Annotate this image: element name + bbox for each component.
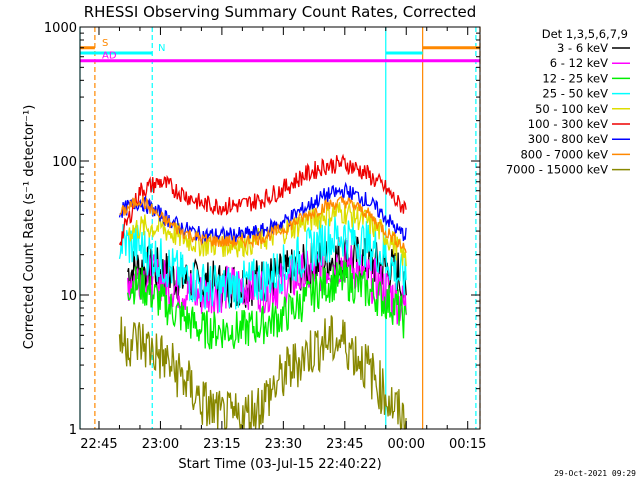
flag-label-AD: AD — [102, 51, 117, 62]
legend-label: 50 - 100 keV — [535, 102, 608, 116]
x-tick-label: 23:45 — [326, 437, 363, 452]
chart-title: RHESSI Observing Summary Count Rates, Co… — [84, 3, 477, 21]
legend-label: 800 - 7000 keV — [520, 147, 608, 161]
legend-label: 6 - 12 keV — [550, 56, 608, 70]
legend-header: Det 1,3,5,6,7,9 — [542, 27, 628, 41]
timestamp: 29-Oct-2021 09:29 — [554, 469, 636, 478]
x-tick-label: 22:45 — [80, 437, 117, 452]
series-line-12-25-keV — [127, 260, 407, 350]
series-line-7000-15000-keV — [118, 315, 407, 430]
y-tick-label: 100 — [52, 155, 77, 170]
series-line-50-100-keV — [127, 202, 407, 267]
flag-label-S: S — [102, 38, 108, 49]
legend-label: 3 - 6 keV — [557, 41, 608, 55]
legend-label: 100 - 300 keV — [528, 117, 608, 131]
series-line-100-300-keV — [118, 153, 407, 246]
x-axis-label: Start Time (03-Jul-15 22:40:22) — [178, 457, 381, 472]
y-axis-label: Corrected Count Rate (s⁻¹ detector⁻¹) — [22, 105, 37, 350]
legend-label: 7000 - 15000 keV — [506, 163, 608, 177]
y-tick-label: 10 — [60, 289, 77, 304]
flag-label-N: N — [158, 43, 165, 54]
x-tick-label: 23:00 — [142, 437, 179, 452]
legend-label: 12 - 25 keV — [542, 71, 608, 85]
legend-label: 300 - 800 keV — [528, 132, 608, 146]
x-tick-label: 00:00 — [388, 437, 425, 452]
plot-frame — [79, 26, 481, 430]
y-tick-label: 1 — [69, 423, 77, 438]
x-tick-label: 23:30 — [265, 437, 302, 452]
legend-label: 25 - 50 keV — [542, 87, 608, 101]
x-tick-label: 00:15 — [449, 437, 486, 452]
y-tick-label: 1000 — [44, 21, 77, 36]
series-line-800-7000-keV — [119, 195, 407, 253]
x-tick-label: 23:15 — [203, 437, 240, 452]
series-line-25-50-keV — [118, 216, 407, 313]
